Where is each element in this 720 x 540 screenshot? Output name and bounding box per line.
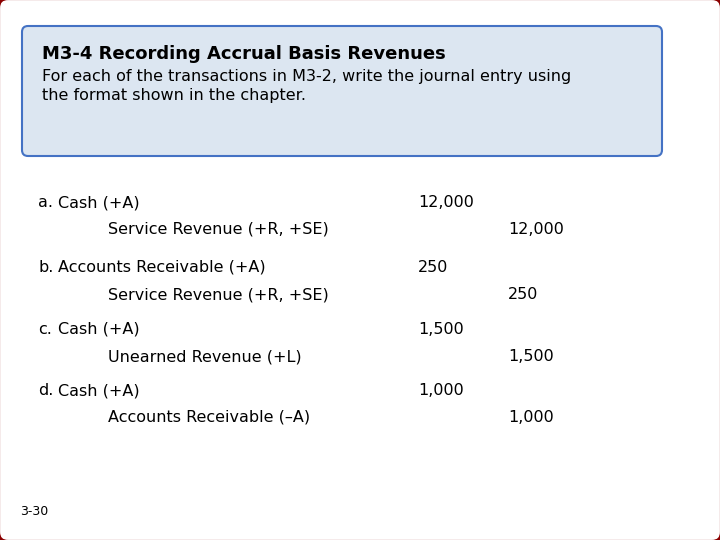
Text: Accounts Receivable (–A): Accounts Receivable (–A) (108, 410, 310, 425)
Text: 1,500: 1,500 (418, 322, 464, 337)
Text: the format shown in the chapter.: the format shown in the chapter. (42, 88, 306, 103)
Text: 1,000: 1,000 (508, 410, 554, 425)
Text: 12,000: 12,000 (418, 195, 474, 210)
Text: Service Revenue (+R, +SE): Service Revenue (+R, +SE) (108, 287, 329, 302)
Text: M3-4 Recording Accrual Basis Revenues: M3-4 Recording Accrual Basis Revenues (42, 45, 446, 63)
Text: Accounts Receivable (+A): Accounts Receivable (+A) (58, 260, 266, 275)
Text: For each of the transactions in M3-2, write the journal entry using: For each of the transactions in M3-2, wr… (42, 69, 571, 84)
Text: 250: 250 (508, 287, 539, 302)
Text: Unearned Revenue (+L): Unearned Revenue (+L) (108, 349, 302, 364)
FancyBboxPatch shape (22, 26, 662, 156)
Text: 1,500: 1,500 (508, 349, 554, 364)
Text: Service Revenue (+R, +SE): Service Revenue (+R, +SE) (108, 222, 329, 237)
Text: 250: 250 (418, 260, 449, 275)
Text: Cash (+A): Cash (+A) (58, 322, 140, 337)
Text: 3-30: 3-30 (20, 505, 48, 518)
Text: 12,000: 12,000 (508, 222, 564, 237)
Text: d.: d. (38, 383, 53, 398)
Text: 1,000: 1,000 (418, 383, 464, 398)
Text: Cash (+A): Cash (+A) (58, 195, 140, 210)
Text: c.: c. (38, 322, 52, 337)
Text: a.: a. (38, 195, 53, 210)
Text: b.: b. (38, 260, 53, 275)
Text: Cash (+A): Cash (+A) (58, 383, 140, 398)
